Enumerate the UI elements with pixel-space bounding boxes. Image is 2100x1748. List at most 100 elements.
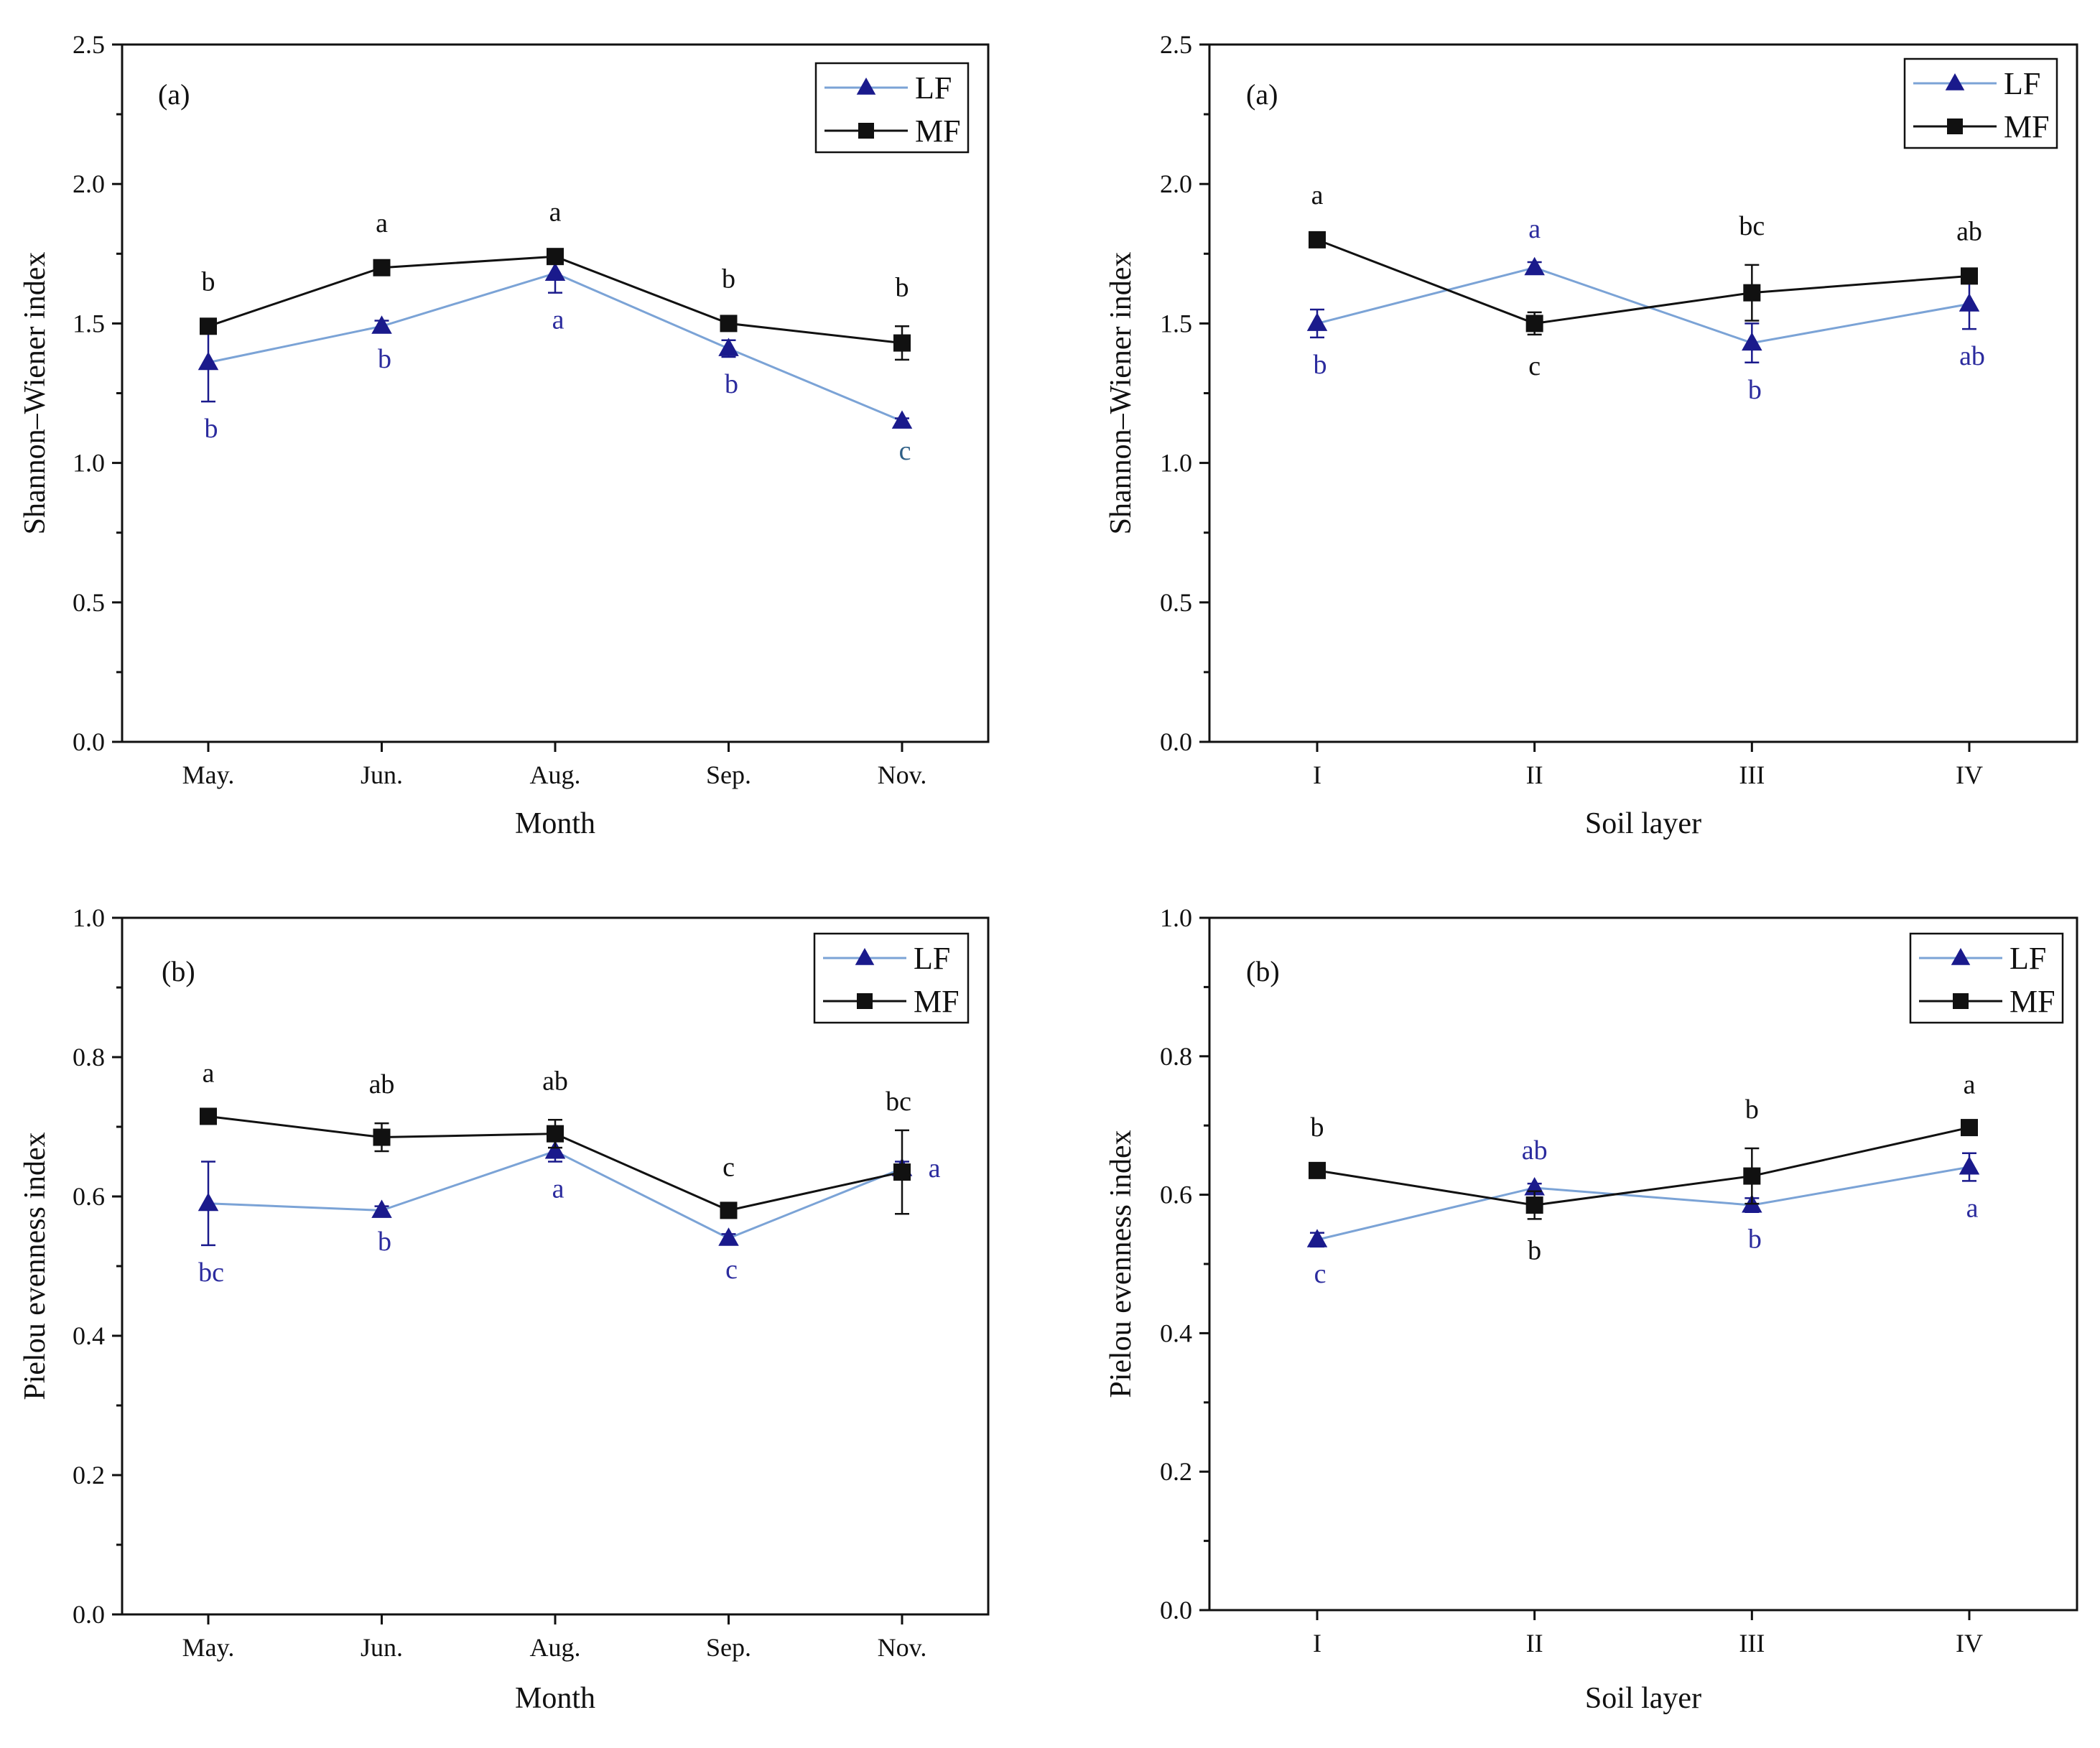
y-tick-label: 1.0 bbox=[1160, 903, 1192, 932]
data-point-LF bbox=[198, 1192, 219, 1212]
panel-label: (a) bbox=[1246, 78, 1278, 111]
data-point-MF bbox=[200, 317, 217, 335]
x-axis-label: Month bbox=[515, 1682, 595, 1715]
x-axis-label: Month bbox=[515, 807, 595, 840]
x-tick-label: Aug. bbox=[530, 761, 581, 789]
x-tick-label: I bbox=[1313, 1629, 1321, 1658]
data-point-MF bbox=[1525, 1196, 1543, 1214]
data-point-MF bbox=[373, 1128, 391, 1146]
y-tick-label: 0.0 bbox=[1160, 727, 1192, 756]
sig-letter-LF: c bbox=[899, 436, 911, 466]
x-tick-label: III bbox=[1739, 1629, 1765, 1658]
data-point-LF bbox=[198, 351, 219, 371]
data-point-MF bbox=[720, 1201, 738, 1219]
sig-letter-LF: ab bbox=[1959, 341, 1985, 371]
sig-letter-LF: b bbox=[1314, 350, 1327, 380]
legend-marker-LF bbox=[856, 78, 876, 95]
legend: LF MF bbox=[813, 932, 970, 1024]
data-point-MF bbox=[373, 259, 391, 276]
data-point-LF bbox=[1524, 256, 1545, 276]
series-MF bbox=[1309, 231, 1978, 336]
sig-letter-MF: b bbox=[722, 264, 735, 294]
sig-letter-MF: ab bbox=[1956, 217, 1982, 247]
sig-letter-MF: ab bbox=[542, 1066, 568, 1096]
legend: LF MF bbox=[1909, 932, 2064, 1024]
y-tick-label: 1.0 bbox=[73, 449, 105, 478]
sig-letter-LF: b bbox=[205, 414, 218, 444]
sig-letter-MF: bc bbox=[886, 1087, 911, 1117]
sig-letter-MF: a bbox=[203, 1059, 215, 1089]
sig-letter-MF: b bbox=[1311, 1112, 1324, 1143]
sig-letter-LF: a bbox=[552, 1174, 565, 1204]
x-tick-label: May. bbox=[182, 761, 235, 789]
x-tick-label: Nov. bbox=[878, 761, 927, 789]
sig-letter-LF: b bbox=[1748, 375, 1762, 405]
data-point-LF bbox=[1959, 1156, 1980, 1175]
x-tick-label: Sep. bbox=[706, 1633, 751, 1662]
series-MF bbox=[200, 1107, 911, 1219]
legend: LF MF bbox=[814, 62, 970, 154]
sig-letter-LF: c bbox=[1314, 1259, 1327, 1289]
data-point-LF bbox=[544, 1140, 566, 1159]
series-line-LF bbox=[1316, 266, 1970, 345]
y-axis-label: Pielou evenness index bbox=[19, 1132, 52, 1400]
sig-letter-LF: a bbox=[929, 1153, 941, 1184]
sig-letter-MF: c bbox=[1528, 351, 1541, 381]
legend-label-MF: MF bbox=[2004, 109, 2050, 144]
sig-letter-LF: a bbox=[552, 305, 565, 335]
y-tick-label: 0.8 bbox=[1160, 1042, 1192, 1071]
y-tick-label: 1.0 bbox=[73, 903, 105, 932]
data-point-MF bbox=[1309, 231, 1326, 248]
data-point-MF bbox=[1961, 1119, 1978, 1137]
x-tick-label: II bbox=[1526, 1629, 1543, 1658]
data-point-LF bbox=[1306, 1229, 1328, 1247]
sig-letter-MF: b bbox=[1528, 1235, 1541, 1265]
panel-label: (b) bbox=[162, 955, 195, 987]
legend-box bbox=[813, 932, 970, 1024]
sig-letter-MF: c bbox=[723, 1153, 735, 1183]
legend-label-MF: MF bbox=[914, 984, 960, 1019]
data-point-LF bbox=[718, 1227, 739, 1246]
sig-letter-LF: c bbox=[725, 1255, 738, 1285]
sig-letter-MF: a bbox=[1964, 1069, 1976, 1100]
legend-label-LF: LF bbox=[2010, 941, 2046, 976]
data-point-MF bbox=[1743, 284, 1761, 302]
x-axis-label: Soil layer bbox=[1585, 807, 1701, 840]
data-point-MF bbox=[1743, 1167, 1761, 1185]
sig-letter-MF: a bbox=[549, 197, 562, 227]
sig-letter-LF: b bbox=[378, 344, 391, 374]
x-tick-label: May. bbox=[182, 1633, 235, 1662]
data-point-LF bbox=[1742, 332, 1762, 351]
y-axis-label: Shannon–Wiener index bbox=[19, 252, 52, 535]
y-tick-label: 0.6 bbox=[73, 1182, 105, 1211]
y-tick-label: 0.0 bbox=[1160, 1596, 1192, 1624]
series-line-MF bbox=[1316, 238, 1970, 325]
x-tick-label: IV bbox=[1956, 761, 1983, 789]
legend: LF MF bbox=[1903, 57, 2058, 149]
panel-label: (a) bbox=[158, 78, 190, 111]
x-tick-label: II bbox=[1526, 761, 1543, 789]
y-tick-label: 1.5 bbox=[1160, 309, 1192, 338]
sig-letter-MF: b bbox=[896, 272, 909, 302]
series-MF bbox=[200, 248, 911, 361]
data-point-MF bbox=[720, 315, 738, 333]
legend-marker-LF bbox=[1951, 948, 1971, 965]
legend-label-LF: LF bbox=[915, 70, 952, 106]
data-point-MF bbox=[893, 334, 911, 352]
y-axis-label: Shannon–Wiener index bbox=[1105, 252, 1138, 535]
legend-label-LF: LF bbox=[2004, 66, 2040, 101]
legend-box bbox=[814, 62, 970, 154]
sig-letter-LF: a bbox=[1966, 1193, 1979, 1223]
data-point-LF bbox=[371, 315, 392, 334]
series-line-LF bbox=[208, 271, 903, 422]
legend-marker-LF bbox=[855, 948, 875, 965]
x-tick-label: Nov. bbox=[878, 1633, 927, 1662]
y-tick-label: 2.5 bbox=[1160, 30, 1192, 59]
x-tick-label: III bbox=[1739, 761, 1765, 789]
x-axis-label: Soil layer bbox=[1585, 1682, 1701, 1715]
legend-marker-LF bbox=[1945, 73, 1965, 90]
series-line-MF bbox=[1316, 1126, 1970, 1207]
